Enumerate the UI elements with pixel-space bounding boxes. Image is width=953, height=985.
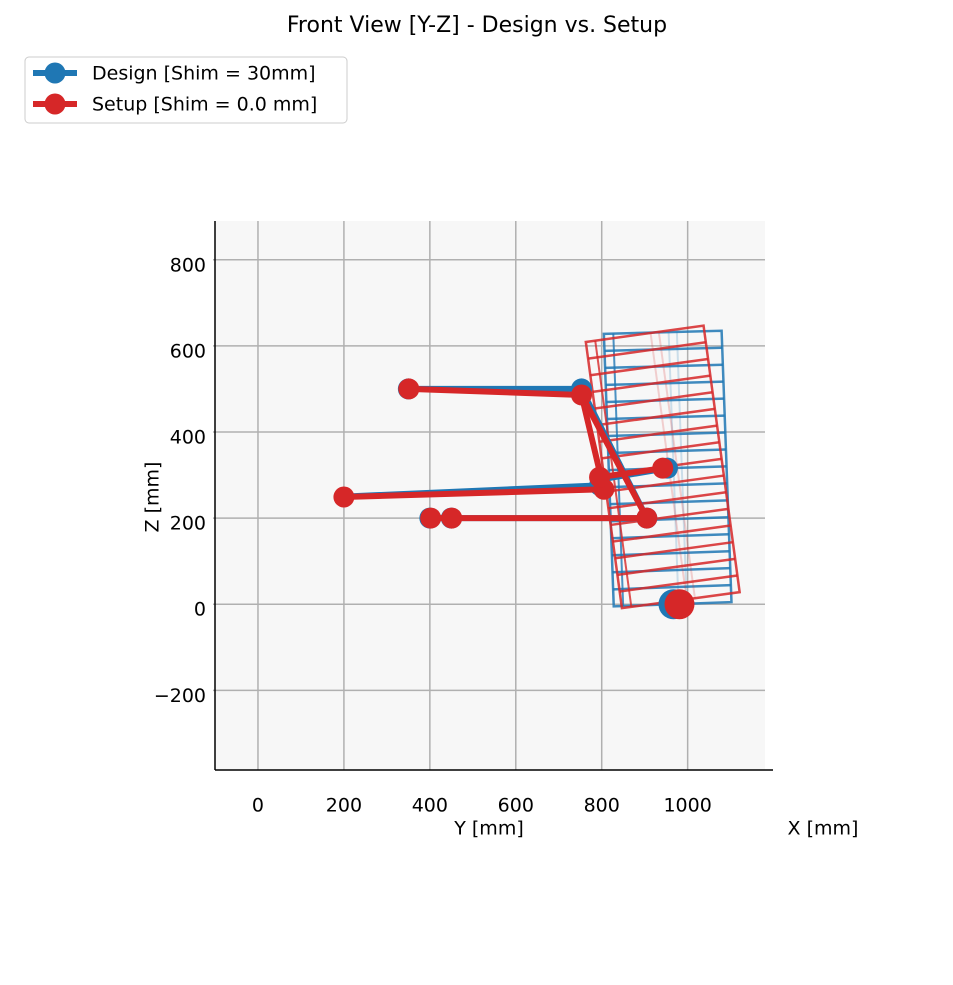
hardpoint xyxy=(589,466,611,488)
y-tick-label: 200 xyxy=(170,513,206,535)
wheel-edge xyxy=(675,331,688,604)
wheel-hatch xyxy=(594,391,713,410)
wheel-hatch xyxy=(610,499,728,506)
wheel-hatch xyxy=(592,374,711,394)
legend-label: Design [Shim = 30mm] xyxy=(92,63,316,85)
contact-patch xyxy=(664,589,695,620)
y-tick-label: 0 xyxy=(194,599,206,621)
legend-label: Setup [Shim = 0.0 mm] xyxy=(92,94,317,116)
y-tick-label: 400 xyxy=(170,426,206,448)
wheel-hatch xyxy=(611,549,730,557)
wheel-hatch xyxy=(611,533,730,540)
wheel-hatch xyxy=(587,341,706,360)
hardpoint xyxy=(571,384,593,406)
marks xyxy=(333,324,742,620)
depth-axis-label: X [mm] xyxy=(788,818,859,840)
x-tick-label: 1000 xyxy=(663,795,711,817)
wheel-hatch xyxy=(590,357,709,377)
hardpoint xyxy=(420,507,442,529)
hardpoint xyxy=(398,378,420,400)
legend-marker xyxy=(44,93,66,115)
y-tick-label: 600 xyxy=(170,340,206,362)
hardpoint xyxy=(333,486,355,508)
wheel-hatch xyxy=(608,490,727,510)
wheel-hatch xyxy=(617,557,736,577)
y-tick-label: −200 xyxy=(154,685,206,707)
wheel-hatch xyxy=(601,441,720,460)
y-axis-label: Z [mm] xyxy=(142,462,164,533)
wheel-hatch xyxy=(608,448,726,455)
wheel-hatch xyxy=(606,414,725,421)
x-tick-label: 800 xyxy=(584,795,620,817)
wheel-hatch xyxy=(607,431,726,438)
wheel-hatch xyxy=(599,424,718,444)
wheel-hatch xyxy=(605,380,724,387)
wheel-hatch xyxy=(612,524,731,543)
legend-items: Design [Shim = 30mm] Setup [Shim = 0.0 mm… xyxy=(33,62,317,116)
legend xyxy=(24,56,348,124)
wheel-hatch xyxy=(614,540,734,560)
legend-marker xyxy=(44,62,66,84)
wheel-hatch xyxy=(610,507,729,527)
x-tick-label: 600 xyxy=(498,795,534,817)
link xyxy=(340,486,607,501)
x-tick-label: 200 xyxy=(326,795,362,817)
chart-title: Front View [Y-Z] - Design vs. Setup xyxy=(287,13,667,38)
wheel-hatch xyxy=(619,574,738,593)
wheel-hatch xyxy=(596,407,716,427)
hardpoint xyxy=(652,457,674,479)
hardpoint xyxy=(441,507,463,529)
link xyxy=(405,385,585,398)
hardpoint xyxy=(636,507,658,529)
wheel-hatch xyxy=(605,474,725,493)
link xyxy=(596,465,666,481)
x-tick-label: 400 xyxy=(412,795,448,817)
link xyxy=(578,391,650,522)
wheel-hatch xyxy=(606,397,725,404)
y-tick-label: 800 xyxy=(170,254,206,276)
x-axis-label: Y [mm] xyxy=(453,818,524,840)
x-tick-label: 0 xyxy=(252,795,264,817)
